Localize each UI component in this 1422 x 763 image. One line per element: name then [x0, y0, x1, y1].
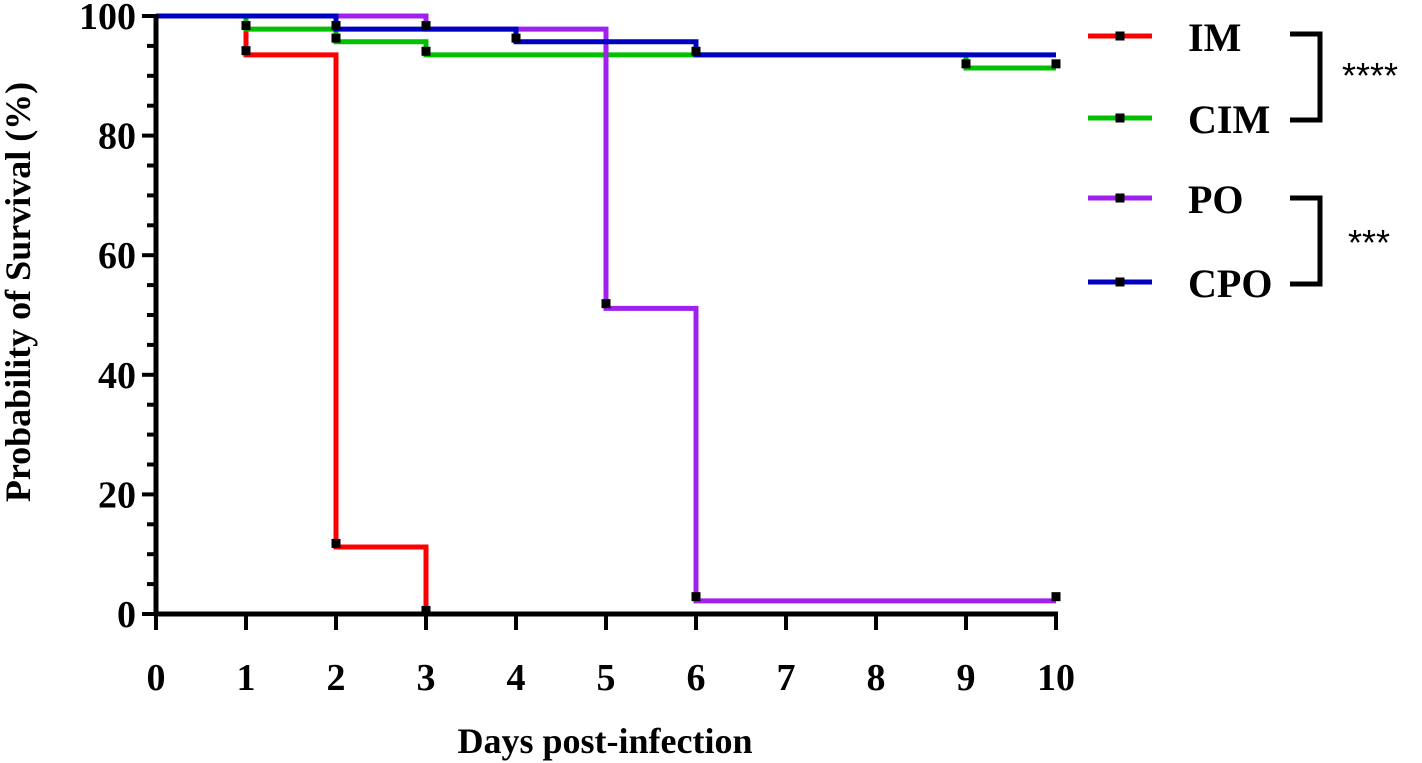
x-tick-label: 7 [777, 657, 796, 699]
censor-mark-cim [331, 33, 341, 43]
censor-mark-po [421, 21, 431, 31]
series-line-im [156, 13, 429, 614]
y-tick-label: 80 [98, 116, 136, 158]
censor-mark-cpo [691, 46, 701, 56]
legend-label-cim: CIM [1188, 97, 1270, 142]
significance-bracket [1290, 31, 1323, 123]
y-tick-label: 40 [98, 355, 136, 397]
legend-label-cpo: CPO [1188, 261, 1272, 306]
legend-marker-cpo [1115, 277, 1125, 287]
legend-marker-cim [1115, 113, 1125, 123]
censor-mark-cpo [511, 33, 521, 43]
plot-area [156, 13, 1061, 615]
legend: IM CIM PO CPO [1088, 15, 1272, 306]
y-tick-label: 20 [98, 474, 136, 516]
legend-label-po: PO [1188, 177, 1244, 222]
x-tick-label: 0 [147, 657, 166, 699]
y-axis-title: Probability of Survival (%) [0, 82, 38, 502]
significance-annotations: ******* [1290, 31, 1398, 287]
x-tick-label: 9 [957, 657, 976, 699]
significance-label: **** [1342, 55, 1398, 96]
x-tick-label: 3 [417, 657, 436, 699]
censor-mark-cim [241, 21, 251, 31]
x-tick-label: 2 [327, 657, 346, 699]
legend-marker-im [1115, 31, 1125, 41]
x-tick-label: 4 [507, 657, 526, 699]
x-tick-label: 1 [237, 657, 256, 699]
censor-mark-po [1051, 592, 1061, 602]
legend-marker-po [1115, 193, 1125, 203]
censor-mark-im [331, 538, 341, 548]
censor-mark-cpo [331, 21, 341, 31]
censor-mark-po [601, 299, 611, 309]
axes: 0 20 40 60 80 100 0 1 2 3 4 5 6 7 8 9 10 [79, 0, 1075, 699]
legend-label-im: IM [1188, 15, 1241, 60]
x-tick-label: 6 [687, 657, 706, 699]
y-tick-label: 60 [98, 235, 136, 277]
y-tick-label: 0 [117, 594, 136, 636]
x-tick-label: 10 [1037, 657, 1075, 699]
censor-mark-po [691, 592, 701, 602]
series-line-po [156, 13, 1056, 604]
x-tick-label: 5 [597, 657, 616, 699]
significance-label: *** [1348, 222, 1390, 263]
censor-mark-im [241, 46, 251, 56]
censor-mark-cim [421, 46, 431, 56]
y-tick-label: 100 [79, 0, 136, 38]
censor-mark-cpo [1051, 59, 1061, 69]
censor-mark-im [421, 605, 431, 615]
x-tick-label: 8 [867, 657, 886, 699]
censor-mark-cim [961, 59, 971, 69]
significance-bracket [1290, 195, 1323, 287]
x-axis-title: Days post-infection [458, 721, 753, 761]
